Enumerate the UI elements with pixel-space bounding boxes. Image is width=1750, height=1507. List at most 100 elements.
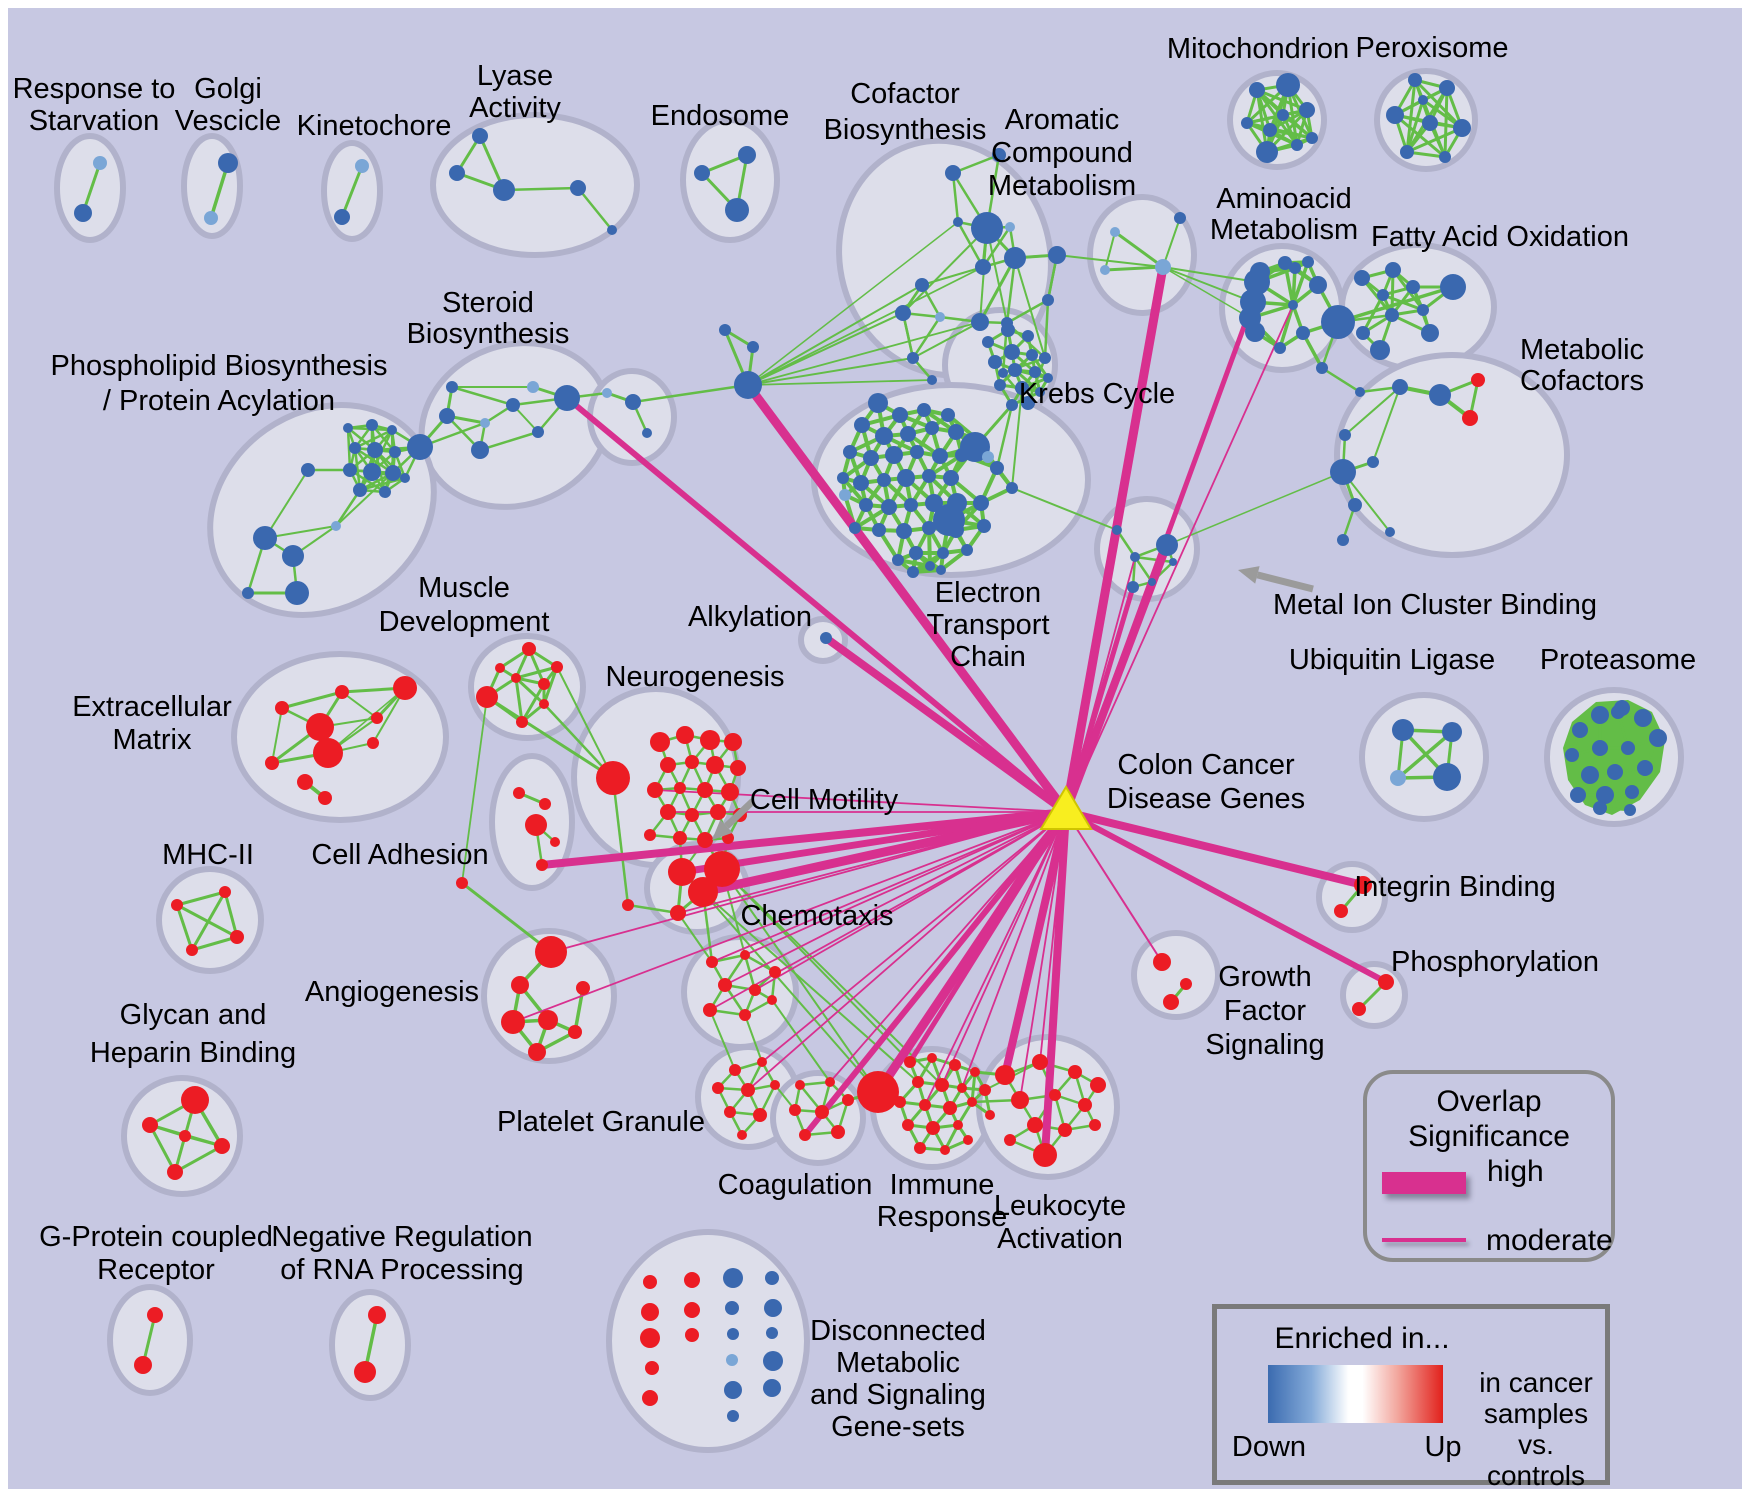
gene-set-node — [922, 469, 936, 483]
gene-set-node — [684, 1272, 700, 1288]
gene-set-node — [318, 791, 332, 805]
gene-set-node — [554, 385, 580, 411]
cluster-label: Cell Motility — [750, 784, 899, 816]
gene-set-node — [912, 1076, 924, 1088]
gene-set-node — [994, 379, 1006, 391]
gene-set-node — [1004, 247, 1026, 269]
cluster-label: Aromatic — [1005, 104, 1119, 136]
edge-green — [174, 1144, 223, 1174]
gene-set-node — [904, 498, 918, 512]
edge-overlap-significance — [1065, 556, 1136, 813]
gene-set-node — [892, 407, 908, 423]
gene-set-node — [1155, 259, 1171, 275]
gene-set-node — [1378, 974, 1394, 990]
edge-green — [1443, 87, 1449, 158]
gene-set-node — [763, 1379, 781, 1397]
edge-green — [1405, 79, 1417, 153]
gene-set-node — [1367, 456, 1379, 468]
gene-set-node — [863, 450, 879, 466]
gene-set-node — [727, 1328, 739, 1340]
gene-set-node — [93, 156, 107, 170]
gene-set-node — [1004, 1134, 1016, 1146]
enrichment-gradient-bar — [1268, 1365, 1443, 1423]
gene-set-node — [407, 434, 433, 460]
cluster-label: Starvation — [29, 105, 160, 137]
gene-set-node — [795, 1080, 805, 1090]
edge-green-link — [721, 868, 879, 1093]
gene-set-node — [941, 408, 955, 422]
gene-set-node — [1277, 109, 1289, 121]
edge-green — [327, 687, 406, 754]
gene-set-node — [297, 774, 313, 790]
gene-set-node — [935, 1078, 949, 1092]
gene-set-node — [1004, 344, 1020, 360]
gene-set-node — [719, 324, 731, 336]
gene-set-node — [721, 783, 739, 801]
gene-set-node — [971, 313, 989, 331]
edge-green-link — [632, 383, 749, 404]
gene-set-node — [919, 1099, 931, 1111]
cluster-label: Integrin Binding — [1354, 871, 1556, 903]
gene-set-node — [1148, 578, 1156, 586]
gene-set-node — [1596, 786, 1614, 804]
cluster-label: of RNA Processing — [280, 1254, 523, 1286]
gene-set-node — [765, 1271, 779, 1285]
gene-set-node — [1058, 1123, 1072, 1137]
edge-green-link — [1162, 266, 1258, 283]
gene-set-node — [1355, 387, 1365, 397]
gene-set-node — [476, 686, 498, 708]
edge-green-link — [556, 666, 614, 779]
gene-set-node — [1337, 534, 1349, 546]
gene-set-node — [843, 445, 857, 459]
gene-set-node — [275, 701, 289, 715]
gene-set-node — [385, 465, 401, 481]
edge-green — [340, 165, 364, 218]
gene-set-node — [204, 211, 218, 225]
gene-set-node — [738, 146, 756, 164]
gene-set-node — [334, 209, 350, 225]
gene-set-node — [539, 798, 551, 810]
gene-set-node — [1421, 324, 1439, 342]
gene-set-node — [642, 428, 652, 438]
gene-set-node — [685, 755, 699, 769]
gene-set-node — [945, 165, 961, 181]
cluster-label: Mitochondrion — [1167, 33, 1349, 65]
edge-green — [1405, 99, 1425, 153]
gene-set-node — [940, 1145, 950, 1155]
gene-set-node — [967, 1097, 977, 1107]
gene-set-node — [977, 519, 991, 533]
gene-set-node — [1572, 722, 1588, 738]
gene-set-node — [1090, 1077, 1106, 1093]
gene-set-node — [368, 1306, 386, 1324]
edge-green-link — [747, 321, 981, 386]
gene-set-node — [1440, 274, 1466, 300]
edge-green — [353, 447, 362, 491]
edge-green — [1006, 298, 1049, 325]
gene-set-node — [825, 1077, 835, 1087]
edge-overlap-significance — [541, 808, 1067, 869]
side-note-line1: in cancer — [1479, 1367, 1593, 1398]
gene-set-node — [1048, 246, 1066, 264]
gene-set-node — [550, 837, 560, 847]
gene-set-node — [353, 483, 367, 497]
gene-set-node — [331, 521, 341, 531]
edge-green — [1396, 730, 1454, 780]
gene-set-node — [872, 523, 886, 537]
edge-green-link — [747, 266, 984, 386]
cluster-label: Receptor — [97, 1254, 215, 1286]
gene-set-node — [363, 463, 381, 481]
gene-set-node — [1625, 785, 1639, 799]
gene-set-node — [642, 1390, 658, 1406]
gene-set-node — [456, 877, 468, 889]
gene-set-node — [697, 782, 713, 798]
cell-motility-arrow-head — [712, 819, 733, 840]
cluster-label: Matrix — [113, 724, 192, 756]
edge-green — [912, 321, 981, 359]
gene-set-node — [948, 424, 964, 440]
gene-set-node — [694, 165, 710, 181]
gene-set-node — [1006, 482, 1018, 494]
gene-set-node — [1100, 265, 1110, 275]
edge-green — [1133, 556, 1154, 583]
edge-overlap-significance — [711, 811, 1067, 963]
gene-set-node — [511, 976, 529, 994]
